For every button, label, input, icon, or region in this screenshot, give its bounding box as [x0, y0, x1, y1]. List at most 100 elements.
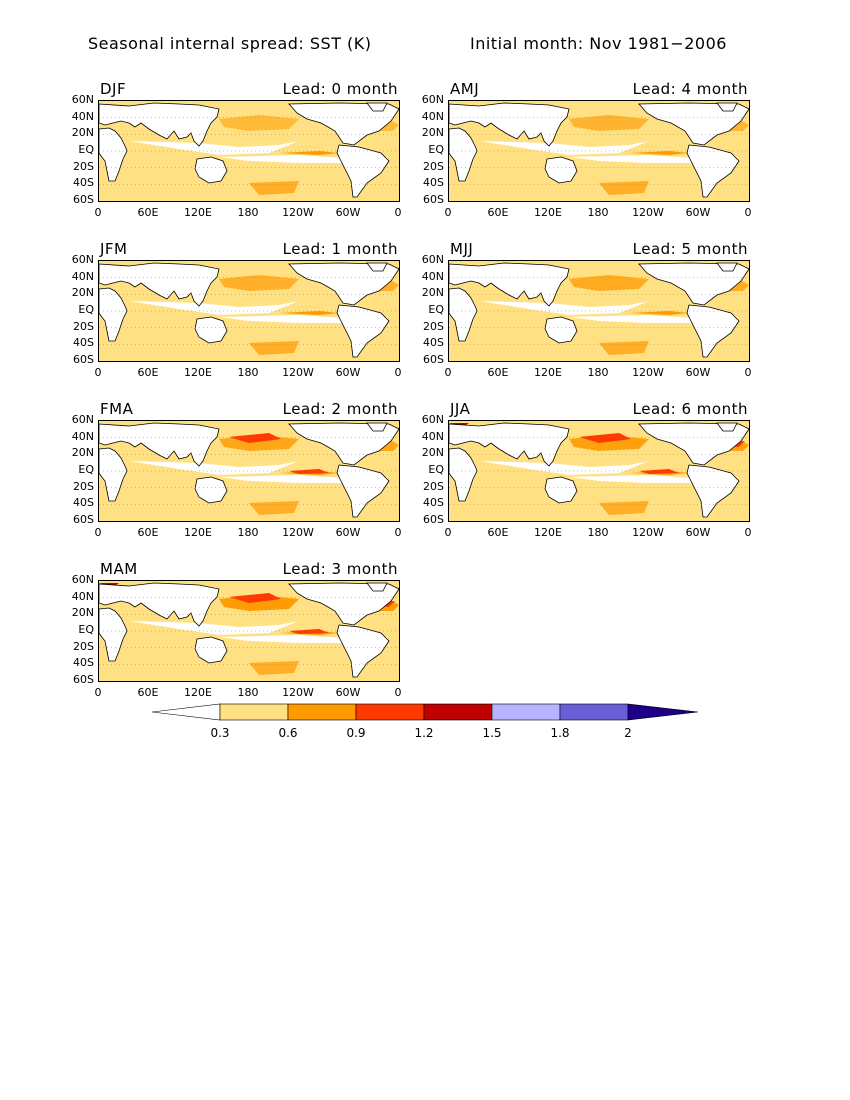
sst-spread-map [449, 261, 749, 361]
longitude-tick-label: 120W [282, 526, 314, 539]
colorbar-segment [491, 703, 561, 721]
latitude-tick-label: 60N [421, 253, 444, 266]
latitude-tick-label: 40N [421, 429, 444, 443]
season-label: JFM [100, 240, 128, 258]
latitude-tick-label: 60N [71, 573, 94, 586]
latitude-tick-label: 60S [423, 193, 444, 207]
lead-label: Lead: 6 month [632, 400, 748, 418]
latitude-tick-label: 60S [73, 673, 94, 687]
latitude-tick-label: 60S [73, 353, 94, 367]
strong-spread-region [229, 433, 281, 443]
low-spread-region [129, 301, 299, 315]
longitude-tick-label: 120E [534, 206, 562, 219]
enhanced-spread-north-pacific [219, 275, 299, 291]
land-mass [449, 422, 570, 467]
colorbar-label: 0.6 [278, 726, 298, 740]
colorbar-label: 2 [624, 726, 632, 740]
land-mass [366, 102, 388, 112]
land-mass [449, 262, 570, 307]
sst-spread-map [99, 101, 399, 201]
land-mass [638, 262, 749, 306]
season-label: MAM [100, 560, 138, 578]
strong-spread-region [289, 629, 329, 634]
enhanced-spread-eq-pacific [279, 311, 339, 315]
longitude-tick-label: 180 [237, 686, 259, 699]
latitude-tick-label: 20N [421, 446, 444, 460]
low-spread-region [129, 141, 299, 155]
latitude-tick-label: EQ [78, 143, 94, 156]
latitude-tick-label: 60N [421, 93, 444, 106]
longitude-tick-label: 60E [487, 206, 509, 219]
lead-label: Lead: 5 month [632, 240, 748, 258]
colorbar-segment [219, 703, 289, 721]
land-mass [366, 422, 388, 432]
land-mass [366, 262, 388, 272]
latitude-tick-label: 20N [71, 126, 94, 140]
land-mass [336, 464, 390, 518]
longitude-tick-label: 120W [282, 206, 314, 219]
colorbar-label: 1.2 [414, 726, 434, 740]
latitude-tick-label: 60S [73, 513, 94, 527]
longitude-tick-label: 0 [394, 686, 402, 699]
colorbar-under-arrow [151, 703, 221, 721]
longitude-tick-label: 120E [184, 366, 212, 379]
strong-spread-region [229, 593, 281, 603]
map-panel-jja: JJA Lead: 6 month 60N 40N 20N EQ 20S 40S 60S 0 60E… [422, 400, 752, 560]
initial-month-title: Initial month: Nov 1981−2006 [470, 34, 727, 53]
longitude-tick-label: 60E [137, 686, 159, 699]
colorbar-label: 0.3 [210, 726, 230, 740]
land-mass [449, 102, 570, 147]
lead-label: Lead: 1 month [282, 240, 398, 258]
land-mass [544, 476, 578, 504]
land-mass [99, 262, 220, 307]
longitude-tick-label: 0 [744, 206, 752, 219]
latitude-tick-label: 60N [71, 253, 94, 266]
enhanced-spread-south-pacific [599, 501, 649, 515]
latitude-tick-label: 60N [421, 413, 444, 426]
latitude-tick-label: 40S [423, 176, 444, 190]
lead-label: Lead: 4 month [632, 80, 748, 98]
longitude-tick-label: 60W [685, 206, 711, 219]
land-mass [366, 582, 388, 592]
map-panel-djf: DJF Lead: 0 month 60N 40N 20N EQ 20S 40S 60S 0 60E… [72, 80, 402, 240]
longitude-tick-label: 120W [282, 686, 314, 699]
enhanced-spread-south-pacific [249, 501, 299, 515]
low-spread-region [479, 141, 649, 155]
land-mass [686, 304, 740, 358]
latitude-tick-label: EQ [428, 303, 444, 316]
longitude-tick-label: 60E [137, 366, 159, 379]
longitude-tick-label: 0 [744, 366, 752, 379]
strong-spread-region [579, 433, 631, 443]
latitude-tick-label: 40N [71, 269, 94, 283]
longitude-tick-label: 180 [237, 526, 259, 539]
land-mass [716, 262, 738, 272]
latitude-tick-label: 40N [71, 589, 94, 603]
land-mass [336, 624, 390, 678]
longitude-tick-label: 60W [335, 206, 361, 219]
enhanced-spread-eq-pacific [629, 311, 689, 315]
colorbar-label: 0.9 [346, 726, 366, 740]
colorbar-over-arrow [627, 703, 699, 721]
figure-title: Seasonal internal spread: SST (K) [88, 34, 372, 53]
enhanced-spread-eq-pacific [629, 151, 689, 155]
latitude-tick-label: 40S [73, 496, 94, 510]
latitude-tick-label: EQ [78, 303, 94, 316]
colorbar-segment [423, 703, 493, 721]
enhanced-spread-south-pacific [249, 661, 299, 675]
latitude-tick-label: 20N [421, 126, 444, 140]
longitude-tick-label: 180 [587, 366, 609, 379]
low-spread-region [479, 461, 649, 475]
latitude-tick-label: 60S [423, 513, 444, 527]
land-mass [194, 156, 228, 184]
land-mass [288, 422, 399, 466]
longitude-tick-label: 0 [444, 206, 452, 219]
season-label: FMA [100, 400, 134, 418]
latitude-tick-label: EQ [428, 463, 444, 476]
land-mass [336, 144, 390, 198]
latitude-tick-label: 60S [73, 193, 94, 207]
latitude-tick-label: 20S [73, 479, 94, 493]
longitude-tick-label: 120E [534, 526, 562, 539]
longitude-tick-label: 60E [487, 366, 509, 379]
longitude-tick-label: 60E [137, 206, 159, 219]
longitude-tick-label: 180 [237, 206, 259, 219]
